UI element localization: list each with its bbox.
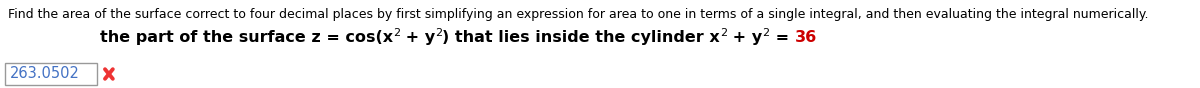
FancyBboxPatch shape (5, 63, 97, 85)
Text: 2: 2 (762, 28, 769, 38)
Text: ) that lies inside the cylinder x: ) that lies inside the cylinder x (443, 30, 720, 45)
Text: =: = (769, 30, 794, 45)
Text: Find the area of the surface correct to four decimal places by first simplifying: Find the area of the surface correct to … (8, 8, 1148, 21)
Text: + y: + y (727, 30, 762, 45)
Text: 36: 36 (794, 30, 817, 45)
Text: the part of the surface z = cos(x: the part of the surface z = cos(x (100, 30, 394, 45)
Text: 2: 2 (720, 28, 727, 38)
Text: 2: 2 (394, 28, 401, 38)
Text: 2: 2 (436, 28, 443, 38)
Text: + y: + y (401, 30, 436, 45)
Text: 263.0502: 263.0502 (10, 67, 80, 81)
